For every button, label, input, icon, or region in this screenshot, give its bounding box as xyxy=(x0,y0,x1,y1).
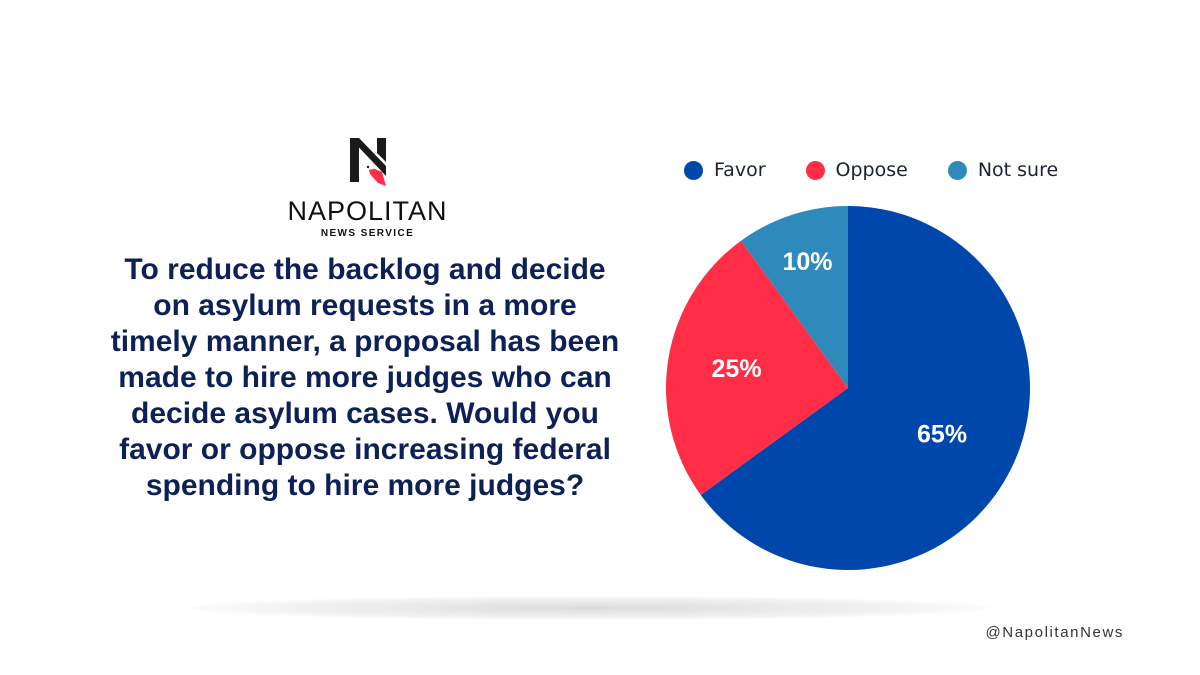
brand-subtitle: NEWS SERVICE xyxy=(320,228,415,239)
legend-swatch-oppose xyxy=(805,160,825,180)
chart-legend: Favor Oppose Not sure xyxy=(684,156,1058,184)
legend-label-not-sure: Not sure xyxy=(977,159,1059,181)
pie-slice-not-sure xyxy=(741,206,848,388)
legend-item-not-sure: Not sure xyxy=(947,159,1059,181)
napolitan-logo: NAPOLITAN NEWS SERVICE xyxy=(280,136,455,239)
legend-item-oppose: Oppose xyxy=(805,159,908,181)
legend-swatch-favor xyxy=(684,160,703,180)
legend-label-oppose: Oppose xyxy=(835,159,908,181)
social-handle: @NapolitanNews xyxy=(985,624,1124,641)
pie-label-not-sure: 10% xyxy=(782,248,832,276)
pie-slice-oppose xyxy=(666,240,848,495)
napolitan-n-bird-logo-icon xyxy=(349,138,386,186)
pie-label-favor: 65% xyxy=(917,421,967,449)
pie-label-oppose: 25% xyxy=(712,355,762,383)
poll-question: To reduce the backlog and decide on asyl… xyxy=(110,253,620,502)
legend-swatch-not-sure xyxy=(947,160,967,180)
brand-name: NAPOLITAN xyxy=(287,196,448,226)
pie-chart: 65% 25% 10% xyxy=(666,206,1030,570)
legend-label-favor: Favor xyxy=(714,159,766,181)
legend-item-favor: Favor xyxy=(684,159,766,181)
card-shadow xyxy=(190,596,990,620)
pie-slice-favor xyxy=(700,206,1030,570)
